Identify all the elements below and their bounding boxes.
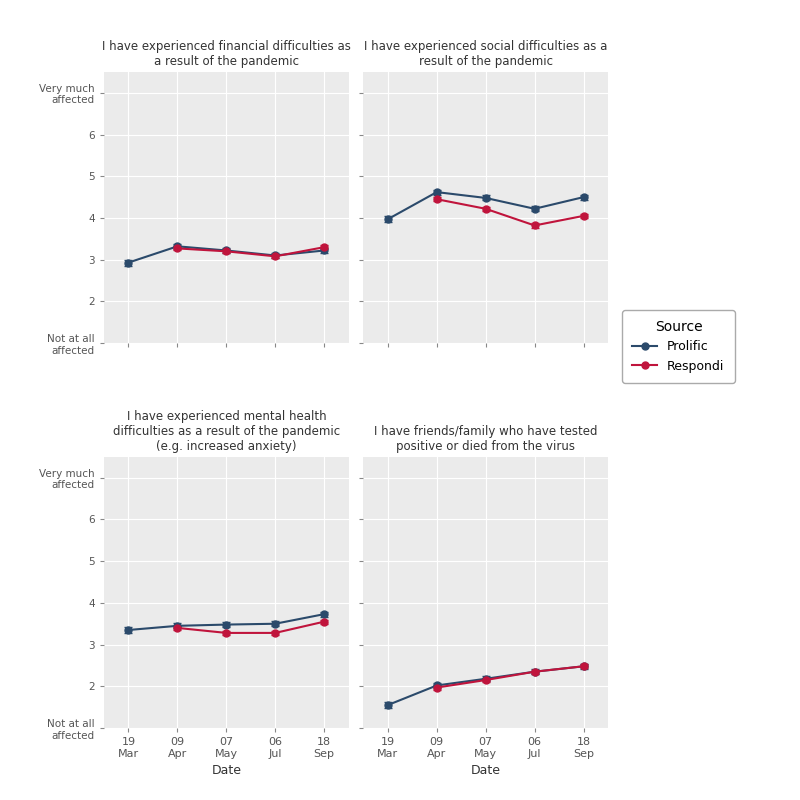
- Title: I have friends/family who have tested
positive or died from the virus: I have friends/family who have tested po…: [374, 425, 598, 453]
- Title: I have experienced financial difficulties as
a result of the pandemic: I have experienced financial difficultie…: [102, 40, 350, 68]
- X-axis label: Date: Date: [470, 764, 501, 777]
- Title: I have experienced social difficulties as a
result of the pandemic: I have experienced social difficulties a…: [364, 40, 607, 68]
- X-axis label: Date: Date: [211, 764, 242, 777]
- Title: I have experienced mental health
difficulties as a result of the pandemic
(e.g. : I have experienced mental health difficu…: [113, 410, 340, 453]
- Legend: Prolific, Respondi: Prolific, Respondi: [622, 310, 734, 382]
